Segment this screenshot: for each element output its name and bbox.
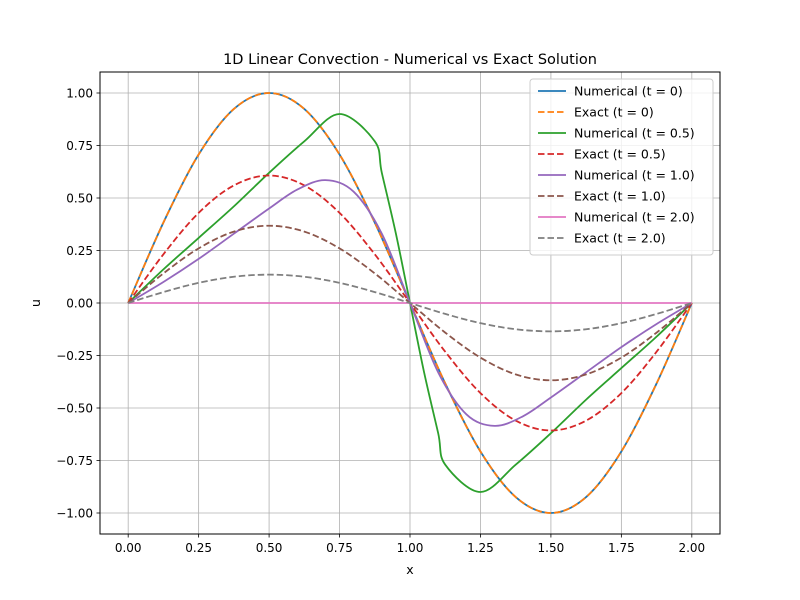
legend-label: Numerical (t = 0) [574,84,683,99]
y-tick-label: −0.50 [56,401,93,415]
y-tick-label: 0.50 [66,191,93,205]
chart-title: 1D Linear Convection - Numerical vs Exac… [223,52,597,68]
x-tick-label: 0.75 [326,541,353,555]
y-tick-label: 0.75 [66,139,93,153]
x-axis-label: x [406,562,413,577]
y-axis-label: u [28,299,43,307]
y-tick-label: −1.00 [56,506,93,520]
y-axis-ticks: 1.00 0.75 0.50 0.25 0.00 −0.25 −0.50 −0.75 −1.00 [56,86,100,520]
x-tick-label: 2.00 [678,541,705,555]
x-tick-label: 0.25 [185,541,212,555]
legend-box [529,78,714,256]
y-tick-label: 1.00 [66,86,93,100]
x-tick-label: 0.00 [115,541,142,555]
legend-label: Exact (t = 0) [574,105,654,120]
legend-label: Exact (t = 2.0) [574,231,666,246]
y-tick-label: 0.00 [66,296,93,310]
legend-label: Numerical (t = 0.5) [574,126,695,141]
legend-label: Numerical (t = 1.0) [574,168,695,183]
x-tick-label: 1.25 [467,541,494,555]
series-line-exact-t-2-0 [127,273,693,333]
x-axis-ticks: 0.00 0.25 0.50 0.75 1.00 1.25 1.50 1.75 2.00 [115,534,705,555]
legend-label: Numerical (t = 2.0) [574,210,695,225]
series-layer [127,92,693,514]
y-tick-label: −0.25 [56,349,93,363]
x-tick-label: 1.75 [608,541,635,555]
x-tick-label: 0.50 [256,541,283,555]
legend: Numerical (t = 0) Exact (t = 0) Numerical … [529,78,714,256]
legend-label: Exact (t = 1.0) [574,189,666,204]
x-tick-label: 1.50 [538,541,565,555]
y-tick-label: 0.25 [66,244,93,258]
x-tick-label: 1.00 [397,541,424,555]
y-tick-label: −0.75 [56,454,93,468]
legend-label: Exact (t = 0.5) [574,147,666,162]
